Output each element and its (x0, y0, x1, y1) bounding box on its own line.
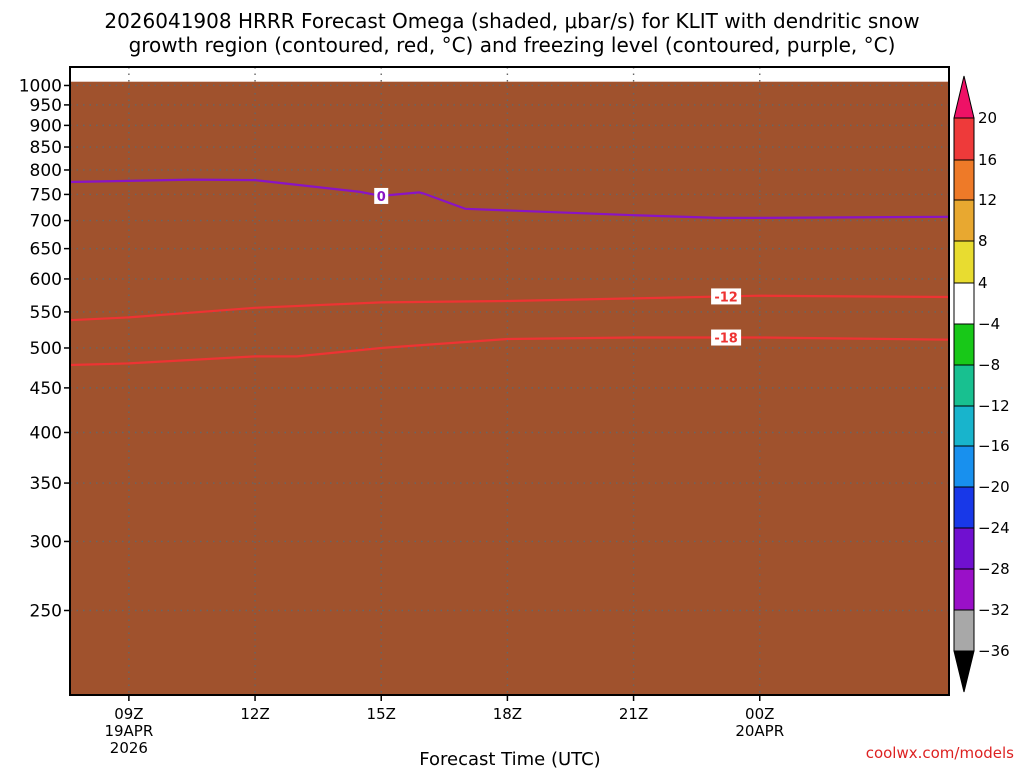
contour-layer: -18 -12 0 (69, 178, 950, 367)
colorbar-swatch-3 (953, 240, 975, 284)
contour-label-bg--12 (711, 288, 742, 305)
y-tick-label-1000: 1000 (19, 76, 62, 96)
contour-line-0 (69, 178, 950, 219)
contour-label-0: 0 (377, 190, 386, 205)
y-tick-label-600: 600 (30, 270, 62, 290)
plot-area: -18 -12 0 (69, 66, 950, 696)
colorbar-swatch-6 (953, 364, 975, 407)
y-tick-label-550: 550 (30, 303, 62, 323)
colorbar-swatch-12 (953, 609, 975, 652)
x-tick-label-21Z: 21Z (619, 705, 648, 723)
colorbar-top-arrow (953, 75, 975, 119)
x-tick-label-12Z: 12Z (240, 705, 269, 723)
y-tick-label-400: 400 (30, 423, 62, 443)
x-tick-label-00Z: 00Z (745, 705, 774, 723)
y-tick-label-500: 500 (30, 339, 62, 359)
ground-surface (70, 81, 949, 695)
y-tick-label-700: 700 (30, 212, 62, 232)
y-tick-label-900: 900 (30, 116, 62, 136)
colorbar-swatch-4 (953, 282, 975, 325)
contour-label-bg--18 (711, 329, 742, 346)
y-tick-label-950: 950 (30, 96, 62, 116)
colorbar: 20 16 12 8 4 −4 −8 −12 −16 −20 −24 −28 −32 −36 (953, 75, 1010, 693)
x-tick-label-15Z: 15Z (367, 705, 396, 723)
y-tick-label-300: 300 (30, 532, 62, 552)
colorbar-label-4: 4 (978, 274, 988, 292)
y-tick-label-850: 850 (30, 138, 62, 158)
colorbar-label-13: −36 (978, 642, 1010, 660)
y-tick-label-450: 450 (30, 379, 62, 399)
colorbar-label-8: −16 (978, 437, 1010, 455)
x-tick-date-09Z: 19APR (104, 722, 153, 740)
y-tick-label-350: 350 (30, 474, 62, 494)
contour-label--18: -18 (714, 332, 738, 347)
colorbar-label-2: 12 (978, 191, 997, 209)
colorbar-label-9: −20 (978, 478, 1010, 496)
colorbar-label-11: −28 (978, 560, 1010, 578)
colorbar-label-6: −8 (978, 356, 1000, 374)
y-tick-label-250: 250 (30, 601, 62, 621)
colorbar-label-12: −32 (978, 601, 1010, 619)
y-axis: 2503003504004505005506006507007508008509… (19, 76, 70, 621)
x-tick-date-00Z: 20APR (735, 722, 784, 740)
x-tick-label-18Z: 18Z (493, 705, 522, 723)
colorbar-swatch-1 (953, 159, 975, 201)
credit-link[interactable]: coolwx.com/models (866, 744, 1014, 762)
colorbar-swatch-2 (953, 199, 975, 242)
colorbar-swatch-11 (953, 568, 975, 611)
colorbar-swatch-10 (953, 527, 975, 570)
colorbar-label-3: 8 (978, 232, 988, 250)
y-tick-label-800: 800 (30, 161, 62, 181)
chart-title-line1: 2026041908 HRRR Forecast Omega (shaded, … (104, 9, 919, 33)
x-tick-year-09Z: 2026 (110, 739, 148, 757)
colorbar-swatch-0 (953, 117, 975, 161)
contour-label-bg-0 (374, 187, 389, 204)
y-tick-label-650: 650 (30, 240, 62, 260)
colorbar-label-7: −12 (978, 397, 1010, 415)
colorbar-swatch-7 (953, 405, 975, 447)
colorbar-label-0: 20 (978, 109, 997, 127)
colorbar-swatch-5 (953, 323, 975, 366)
colorbar-bottom-arrow (953, 650, 975, 693)
grid-layer (70, 67, 949, 695)
colorbar-label-1: 16 (978, 151, 997, 169)
surface-layer (70, 81, 949, 695)
colorbar-label-10: −24 (978, 519, 1010, 537)
colorbar-swatch-8 (953, 445, 975, 488)
plot-frame (69, 66, 950, 696)
chart-title-line2: growth region (contoured, red, °C) and f… (129, 33, 896, 57)
colorbar-swatch-9 (953, 486, 975, 529)
colorbar-label-5: −4 (978, 315, 1000, 333)
x-axis-title: Forecast Time (UTC) (419, 749, 600, 768)
contour-label--12: -12 (714, 290, 738, 305)
x-tick-label-09Z: 09Z (114, 705, 143, 723)
y-tick-label-750: 750 (30, 185, 62, 205)
